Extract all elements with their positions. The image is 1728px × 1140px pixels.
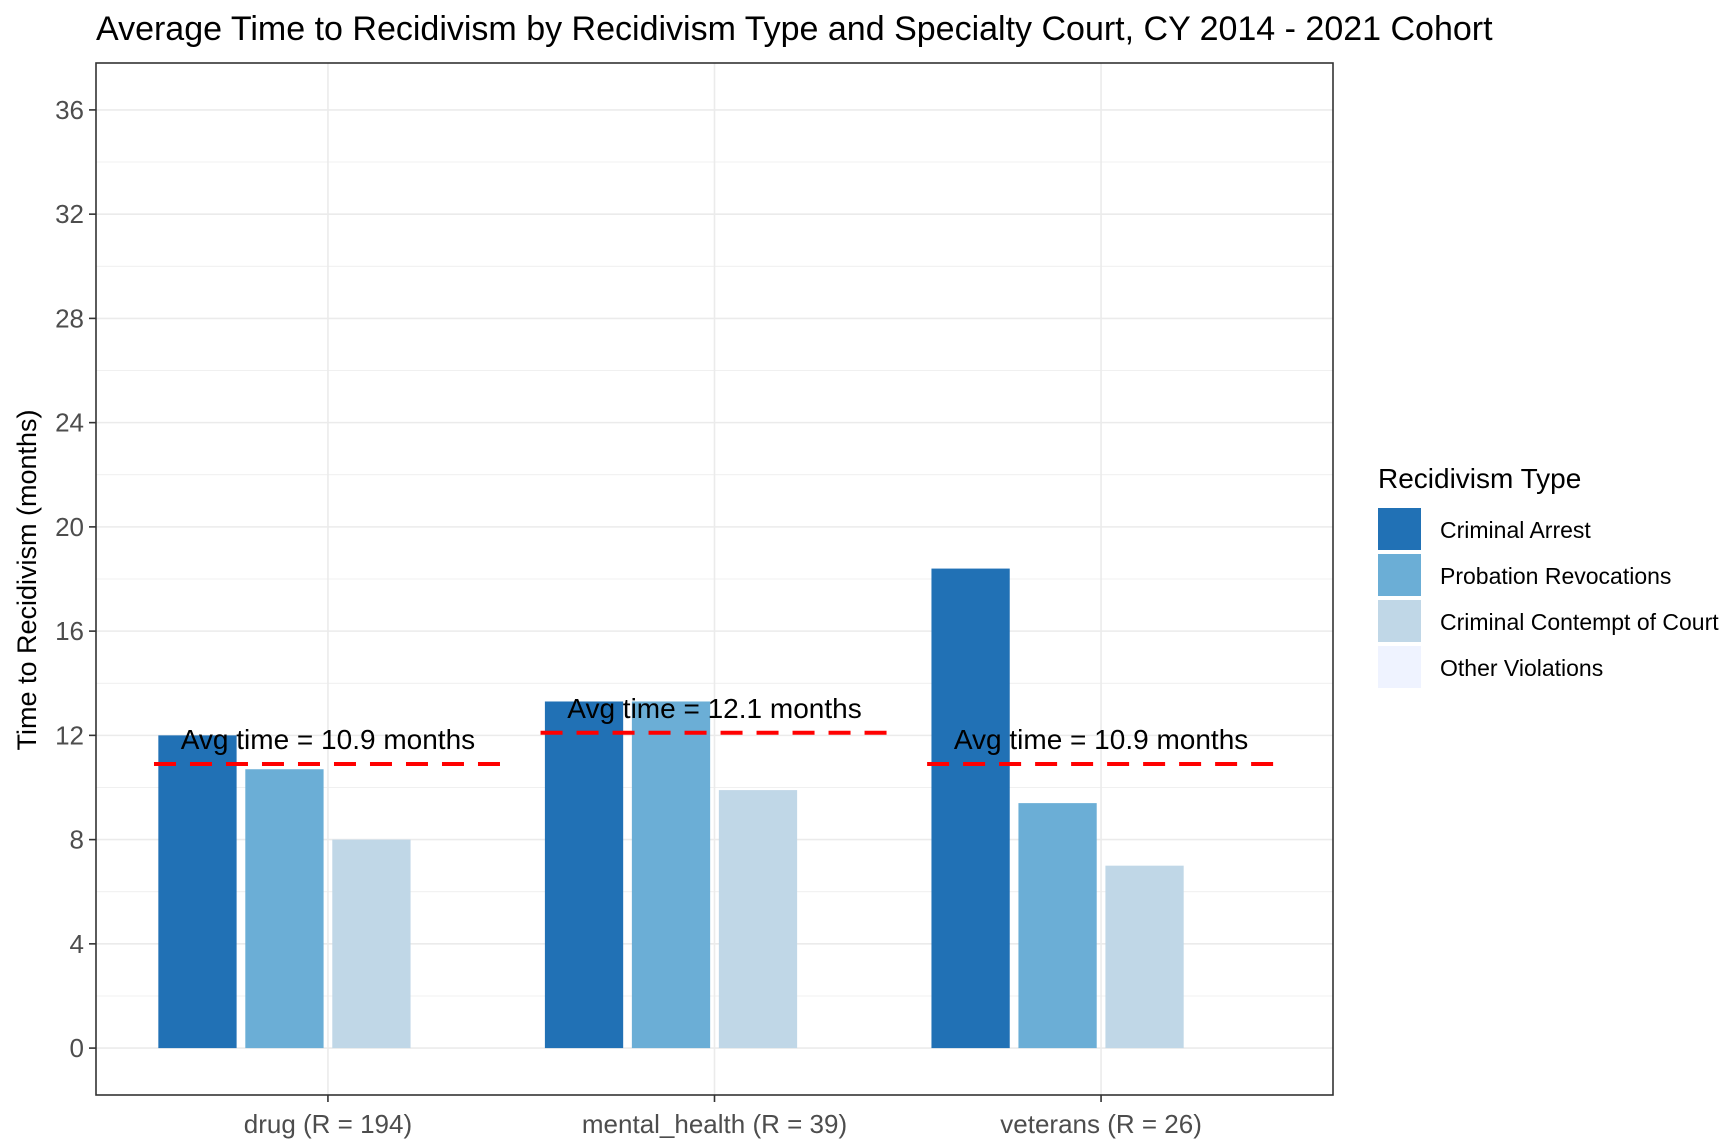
y-tick-label: 20 [55, 512, 84, 542]
legend-key [1378, 508, 1421, 550]
legend-label: Other Violations [1440, 655, 1603, 681]
x-tick-label: veterans (R = 26) [1000, 1109, 1202, 1139]
chart-title: Average Time to Recidivism by Recidivism… [96, 10, 1493, 48]
x-tick-label: mental_health (R = 39) [582, 1109, 847, 1139]
y-tick-label: 4 [70, 929, 84, 959]
x-tick-label: drug (R = 194) [244, 1109, 412, 1139]
legend-label: Criminal Contempt of Court [1440, 609, 1719, 635]
y-tick-label: 36 [55, 95, 84, 125]
bar [332, 839, 411, 1049]
y-tick-label: 16 [55, 616, 84, 646]
y-axis-title: Time to Recidivism (months) [12, 409, 42, 750]
y-tick-label: 12 [55, 720, 84, 750]
bar [245, 769, 324, 1049]
y-tick-label: 0 [70, 1033, 84, 1063]
bar [631, 701, 711, 1049]
legend-key [1378, 600, 1421, 642]
bar [931, 568, 1010, 1049]
bar [718, 790, 798, 1049]
legend-label: Probation Revocations [1440, 563, 1671, 589]
y-tick-label: 28 [55, 303, 84, 333]
plot-area: Avg time = 10.9 months Avg time = 12.1 mo… [55, 62, 1334, 1139]
legend-title: Recidivism Type [1378, 463, 1581, 494]
average-label: Avg time = 10.9 months [181, 724, 475, 755]
legend: Recidivism Type Criminal Arrest Probation… [1378, 463, 1719, 688]
y-tick-label: 8 [70, 825, 84, 855]
y-tick-label: 32 [55, 199, 84, 229]
average-label: Avg time = 10.9 months [954, 724, 1248, 755]
bar [158, 735, 237, 1049]
bar [544, 701, 624, 1049]
bar [1018, 803, 1097, 1049]
legend-key [1378, 646, 1421, 688]
average-label: Avg time = 12.1 months [567, 693, 861, 724]
bar [1105, 865, 1184, 1049]
legend-key [1378, 554, 1421, 596]
y-tick-label: 24 [55, 408, 84, 438]
legend-label: Criminal Arrest [1440, 517, 1591, 543]
